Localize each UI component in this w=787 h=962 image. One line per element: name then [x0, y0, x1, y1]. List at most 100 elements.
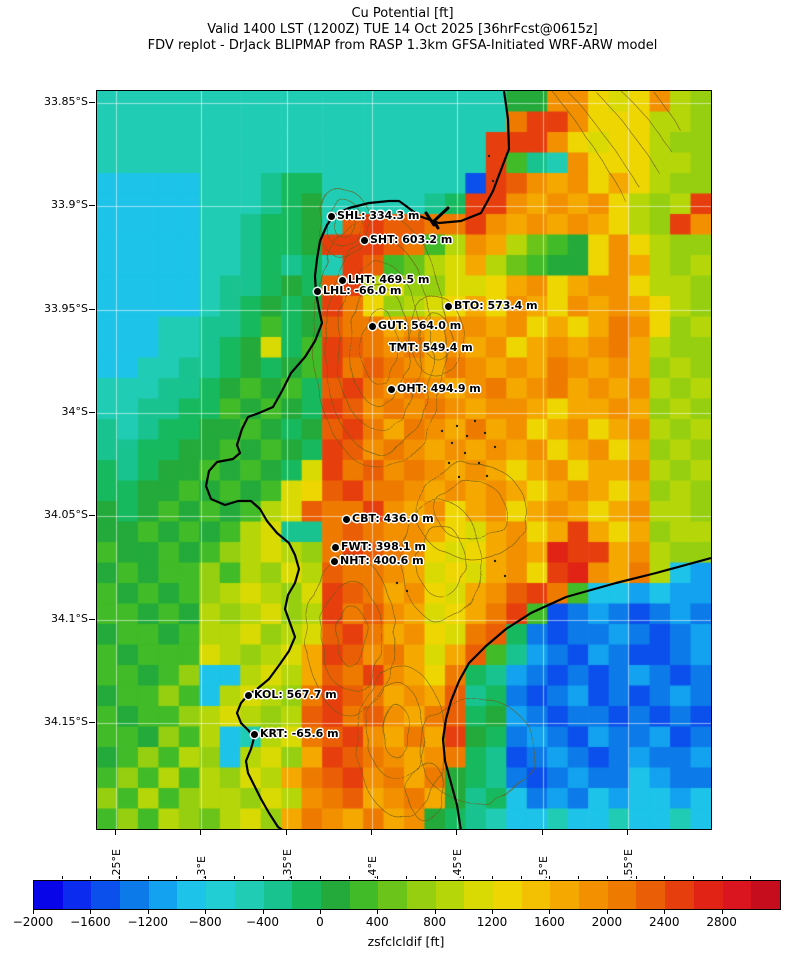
station-dot-OHT [387, 385, 395, 393]
colorbar-minor-tick [319, 876, 321, 879]
coastline-false-bay [441, 556, 711, 829]
colorbar-minor-tick [578, 876, 580, 879]
colorbar-minor-tick [147, 876, 149, 879]
colorbar-segment-16 [493, 881, 522, 909]
colorbar-tick-mark [664, 910, 666, 914]
colorbar-segment-0 [34, 881, 63, 909]
colorbar-minor-tick [635, 876, 637, 879]
lon-tick-mark [115, 829, 116, 835]
colorbar-minor-tick [721, 876, 723, 879]
colorbar-minor-tick [291, 876, 293, 879]
title-parameter: Cu Potential [ft] [351, 6, 454, 21]
station-dot-KOL [244, 691, 252, 699]
colorbar-segment-17 [521, 881, 551, 909]
colorbar-tick-label-3: −800 [188, 915, 222, 929]
colorbar [33, 880, 781, 910]
lat-tick-label-1: 33.9°S [51, 198, 88, 211]
colorbar-minor-tick [692, 876, 694, 879]
lon-tick-mark [627, 829, 628, 835]
station-label-OHT: OHT: 494.9 m [397, 382, 481, 395]
colorbar-tick-label-5: 0 [316, 915, 324, 929]
station-label-SHL: SHL: 334.3 m [337, 209, 420, 222]
colorbar-axis-label: zsfclcldif [ft] [367, 934, 445, 949]
colorbar-segment-23 [693, 881, 723, 909]
colorbar-segment-15 [464, 881, 493, 909]
colorbar-tick-label-7: 800 [423, 915, 447, 929]
station-dot-FWT [331, 543, 339, 551]
colorbar-segment-11 [349, 881, 379, 909]
station-label-BTO: BTO: 573.4 m [454, 299, 538, 312]
colorbar-tick-mark [492, 910, 494, 914]
station-dot-NHT [330, 557, 338, 565]
colorbar-minor-tick [492, 876, 494, 879]
colorbar-minor-tick [61, 876, 63, 879]
lat-tick-label-4: 34.05°S [44, 508, 88, 521]
colorbar-tick-label-1: −1600 [70, 915, 111, 929]
colorbar-minor-tick [348, 876, 350, 879]
colorbar-segment-9 [292, 881, 321, 909]
station-label-GUT: GUT: 564.0 m [378, 319, 462, 332]
colorbar-segment-10 [320, 881, 350, 909]
lon-tick-mark [456, 829, 457, 835]
map-heatmap [97, 91, 711, 829]
colorbar-tick-label-11: 2400 [648, 915, 680, 929]
colorbar-segment-19 [579, 881, 608, 909]
colorbar-segment-12 [378, 881, 407, 909]
colorbar-tick-label-0: −2000 [12, 915, 54, 929]
lon-tick-mark [371, 829, 372, 835]
colorbar-segment-20 [607, 881, 637, 909]
station-dot-KRT [250, 730, 258, 738]
colorbar-tick-label-12: 2800 [706, 915, 737, 929]
lat-tick-label-2: 33.95°S [44, 302, 88, 315]
colorbar-minor-tick [664, 876, 666, 879]
lat-tick-label-3: 34°S [61, 405, 88, 418]
lon-tick-mark [200, 829, 201, 835]
station-dot-SHT [360, 236, 368, 244]
colorbar-minor-tick [205, 876, 207, 879]
station-label-FWT: FWT: 398.1 m [341, 540, 426, 553]
colorbar-tick-mark [205, 910, 207, 914]
colorbar-minor-tick [406, 876, 407, 879]
figure-title: Cu Potential [ft] Valid 1400 LST (1200Z)… [9, 6, 787, 54]
colorbar-segment-24 [722, 881, 752, 909]
station-label-CBT: CBT: 436.0 m [352, 512, 434, 525]
lat-tick-label-5: 34.1°S [51, 612, 88, 625]
lon-tick-mark [286, 829, 287, 835]
colorbar-tick-mark [90, 910, 92, 914]
colorbar-tick-label-6: 400 [365, 915, 389, 929]
colorbar-segment-1 [62, 881, 92, 909]
station-dot-BTO [444, 302, 452, 310]
colorbar-minor-tick [90, 876, 92, 879]
lat-tick-mark [89, 722, 95, 723]
colorbar-minor-tick [606, 876, 608, 879]
station-dot-LHL [313, 287, 321, 295]
colorbar-minor-tick [750, 876, 752, 879]
colorbar-segment-4 [148, 881, 178, 909]
colorbar-minor-tick [176, 876, 178, 879]
colorbar-segment-8 [263, 881, 293, 909]
station-dot-LHT [338, 276, 346, 284]
colorbar-tick-mark [319, 910, 321, 914]
colorbar-minor-tick [233, 876, 235, 879]
lon-tick-mark [542, 829, 543, 835]
station-label-LHT: LHT: 469.5 m [348, 273, 430, 286]
station-label-SHT: SHT: 603.2 m [370, 233, 453, 246]
lat-tick-mark [89, 102, 95, 103]
lat-tick-mark [89, 205, 95, 206]
title-model-info: FDV replot - DrJack BLIPMAP from RASP 1.… [147, 38, 658, 53]
colorbar-tick-mark [147, 910, 149, 914]
colorbar-segment-14 [435, 881, 465, 909]
map-plot-area: SHL: 334.3 m SHT: 603.2 m LHT: 469.5 m LHL:… [96, 90, 712, 830]
station-label-NHT: NHT: 400.6 m [340, 554, 424, 567]
lat-tick-mark [89, 515, 95, 516]
station-dot-GUT [368, 322, 376, 330]
colorbar-minor-tick [520, 876, 522, 879]
colorbar-segment-3 [120, 881, 149, 909]
colorbar-tick-label-9: 1600 [534, 915, 565, 929]
colorbar-tick-label-10: 2000 [591, 915, 623, 929]
colorbar-segment-22 [665, 881, 694, 909]
coastline-west [204, 91, 511, 829]
colorbar-segment-21 [636, 881, 666, 909]
lat-tick-mark [89, 412, 95, 413]
harbor-breakwater [424, 206, 450, 230]
